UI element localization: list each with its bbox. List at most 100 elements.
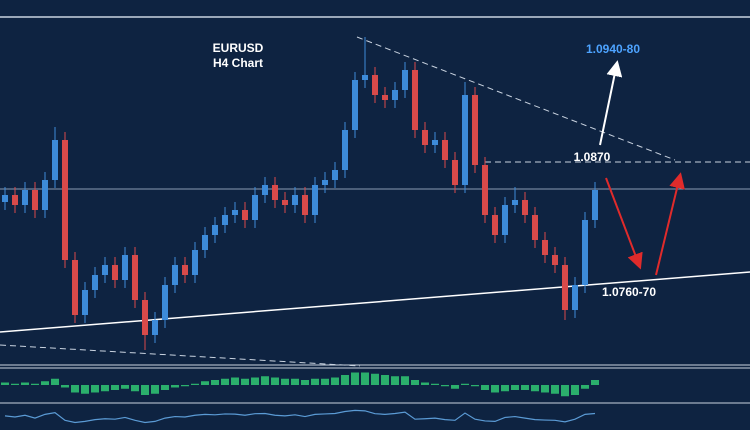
histogram-bar xyxy=(61,385,69,388)
histogram-bar xyxy=(91,385,99,393)
histogram-bar xyxy=(451,385,459,389)
candle-body xyxy=(142,300,148,335)
histogram-bar xyxy=(371,373,379,385)
candle-body xyxy=(62,140,68,260)
histogram-bar xyxy=(241,378,249,385)
projection-arrow xyxy=(655,172,685,276)
histogram-bar xyxy=(11,383,19,385)
histogram-bar xyxy=(341,375,349,385)
histogram-bar xyxy=(581,385,589,389)
candle-body xyxy=(22,190,28,205)
histogram-bar xyxy=(411,380,419,385)
histogram-bar xyxy=(191,383,199,385)
candle-body xyxy=(92,275,98,290)
candle-body xyxy=(272,185,278,200)
target-label: 1.0940-80 xyxy=(586,42,640,56)
candle-body xyxy=(2,195,8,202)
candle-body xyxy=(132,255,138,300)
histogram-bar xyxy=(181,385,189,387)
histogram-bar xyxy=(251,377,259,385)
histogram-bar xyxy=(51,378,59,385)
candle-body xyxy=(532,215,538,240)
histogram-bar xyxy=(171,385,179,388)
histogram-bar xyxy=(121,385,129,389)
histogram-bar xyxy=(531,385,539,392)
candle-body xyxy=(502,205,508,235)
histogram-bar xyxy=(481,385,489,390)
candle-body xyxy=(472,95,478,165)
candle-body xyxy=(252,195,258,220)
histogram-bar xyxy=(521,385,529,390)
histogram-bar xyxy=(571,385,579,395)
candle-body xyxy=(462,95,468,185)
histogram-bar xyxy=(561,385,569,397)
candle-body xyxy=(182,265,188,275)
histogram-bar xyxy=(161,385,169,390)
candle-body xyxy=(402,70,408,90)
candle-body xyxy=(422,130,428,145)
oscillator-line xyxy=(4,409,596,424)
candle-body xyxy=(262,185,268,195)
histogram-bar xyxy=(591,380,599,385)
candle-body xyxy=(522,200,528,215)
candle-body xyxy=(222,215,228,225)
candle-body xyxy=(452,160,458,185)
histogram-bar xyxy=(141,385,149,395)
histogram-bar xyxy=(511,385,519,390)
histogram-bar xyxy=(491,385,499,393)
candle-body xyxy=(202,235,208,250)
support-trendline xyxy=(0,271,750,333)
histogram-bar xyxy=(41,381,49,385)
candle-body xyxy=(32,190,38,210)
histogram-bar xyxy=(31,383,39,385)
histogram-bar xyxy=(401,376,409,385)
candle-body xyxy=(582,220,588,285)
candle-body xyxy=(562,265,568,310)
plot-area: 1.0870 xyxy=(0,37,750,424)
histogram-bar xyxy=(461,383,469,385)
histogram-bar xyxy=(321,378,329,385)
candle-body xyxy=(102,265,108,275)
level-label: 1.0870 xyxy=(574,150,611,164)
histogram-bar xyxy=(271,377,279,385)
candle-body xyxy=(372,75,378,95)
histogram-bar xyxy=(551,385,559,394)
histogram-bar xyxy=(21,382,29,385)
histogram-bar xyxy=(311,378,319,385)
histogram-bar xyxy=(281,378,289,385)
candle-body xyxy=(552,255,558,265)
lower-trendline xyxy=(0,344,361,367)
candle-body xyxy=(392,90,398,100)
histogram-bar xyxy=(471,385,479,387)
histogram-bar xyxy=(211,380,219,385)
candle-body xyxy=(82,290,88,315)
projection-arrow xyxy=(605,177,643,270)
candle-body xyxy=(172,265,178,285)
candle-body xyxy=(512,200,518,205)
candle-body xyxy=(542,240,548,255)
candle-body xyxy=(112,265,118,280)
candle-body xyxy=(442,140,448,160)
histogram-bar xyxy=(131,385,139,392)
histogram-bar xyxy=(71,385,79,393)
histogram-bar xyxy=(541,385,549,393)
resistance-trendline xyxy=(356,36,676,161)
histogram-bar xyxy=(331,377,339,385)
candle-body xyxy=(232,210,238,215)
histogram-bar xyxy=(81,385,89,394)
histogram-bar xyxy=(421,382,429,385)
candle-body xyxy=(432,140,438,145)
candle-body xyxy=(302,195,308,215)
candle-body xyxy=(312,185,318,215)
histogram-bar xyxy=(351,372,359,385)
chart-title: EURUSD xyxy=(213,41,264,55)
histogram-bar xyxy=(201,381,209,385)
histogram-bar xyxy=(151,385,159,394)
candle-body xyxy=(42,180,48,210)
histogram-bar xyxy=(111,385,119,390)
histogram-bar xyxy=(221,378,229,385)
histogram-bar xyxy=(361,372,369,385)
candle-body xyxy=(362,75,368,80)
candle-body xyxy=(72,260,78,315)
